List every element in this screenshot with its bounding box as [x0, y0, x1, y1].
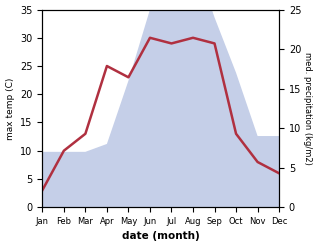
- Y-axis label: med. precipitation (kg/m2): med. precipitation (kg/m2): [303, 52, 313, 165]
- Y-axis label: max temp (C): max temp (C): [5, 77, 15, 140]
- X-axis label: date (month): date (month): [122, 231, 200, 242]
